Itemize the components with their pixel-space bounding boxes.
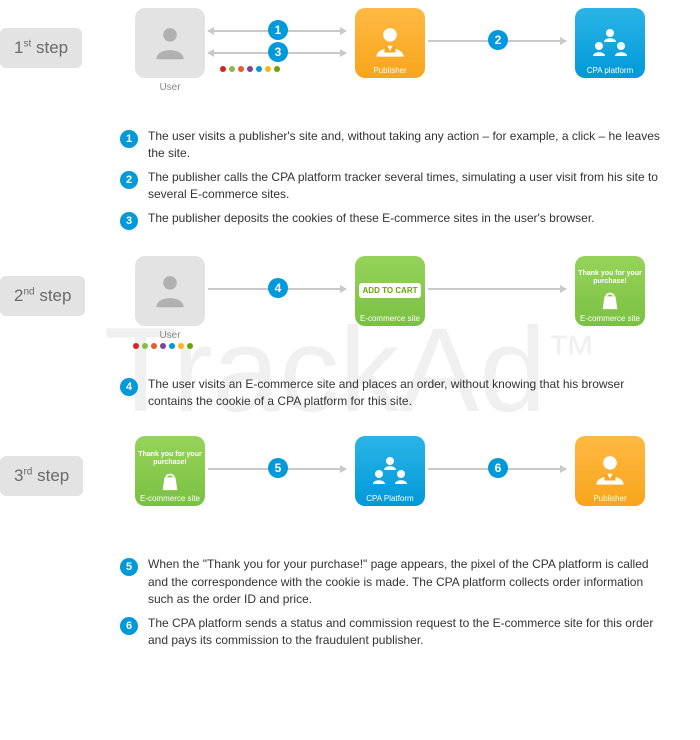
step-2: 2nd step User ADD TO CART E-c [0,248,700,368]
publisher-icon [373,24,407,62]
explain-text: The publisher deposits the cookies of th… [148,210,595,227]
node-ecom-label: E-commerce site [135,494,205,503]
cookie-dots-2 [133,343,213,349]
step-3: 3rd step Thank you for your purchase! E-… [0,428,700,548]
person-icon [153,272,187,310]
node-ecom-label: E-commerce site [355,314,425,323]
bag-icon [599,289,621,311]
node-user: User [130,8,210,93]
node-cpa-3: CPA Platform [350,436,430,506]
badge-6: 6 [488,458,508,478]
person-icon [153,24,187,62]
badge-1: 1 [268,20,288,40]
explain-text: The user visits a publisher's site and, … [148,128,670,163]
node-cpa: CPA platform [570,8,650,78]
node-ecom-label: E-commerce site [575,314,645,323]
thankyou-text: Thank you for your purchase! [135,451,205,466]
group-icon [590,26,630,60]
node-publisher-label: Publisher [355,66,425,75]
node-ecommerce-cart: ADD TO CART E-commerce site [350,256,430,326]
node-cpa-label: CPA platform [575,66,645,75]
node-user-label: User [130,330,210,341]
arrow-ecom-thanks [428,288,566,290]
group-icon [370,454,410,488]
bag-icon [159,470,181,492]
node-publisher-3: Publisher [570,436,650,506]
badge-4: 4 [268,278,288,298]
node-user-2: User [130,256,210,347]
add-to-cart-label: ADD TO CART [359,283,422,298]
publisher-icon [593,452,627,490]
node-publisher-label: Publisher [575,494,645,503]
explain-num: 6 [120,617,138,635]
explain-text: The CPA platform sends a status and comm… [148,615,670,650]
step-1: 1st step User [0,0,700,120]
badge-3: 3 [268,42,288,62]
explain-num: 5 [120,558,138,576]
explain-step-2: 4 The user visits an E-commerce site and … [120,376,700,411]
node-ecommerce-thanks-3: Thank you for your purchase! E-commerce … [130,436,210,506]
node-publisher: Publisher [350,8,430,78]
explain-num: 2 [120,171,138,189]
cookie-dots-1 [220,66,280,72]
explain-text: The publisher calls the CPA platform tra… [148,169,670,204]
step-3-label: 3rd step [0,456,83,496]
explain-text: When the "Thank you for your purchase!" … [148,556,670,608]
step-2-label: 2nd step [0,276,85,316]
explain-step-3: 5 When the "Thank you for your purchase!"… [120,556,700,649]
badge-2: 2 [488,30,508,50]
explain-num: 4 [120,378,138,396]
explain-step-1: 1 The user visits a publisher's site and,… [120,128,700,230]
thankyou-text: Thank you for your purchase! [575,270,645,285]
badge-5: 5 [268,458,288,478]
node-user-label: User [130,82,210,93]
explain-num: 3 [120,212,138,230]
node-ecommerce-thanks: Thank you for your purchase! E-commerce … [570,256,650,326]
explain-text: The user visits an E-commerce site and p… [148,376,670,411]
node-cpa-label: CPA Platform [355,494,425,503]
explain-num: 1 [120,130,138,148]
step-1-label: 1st step [0,28,82,68]
